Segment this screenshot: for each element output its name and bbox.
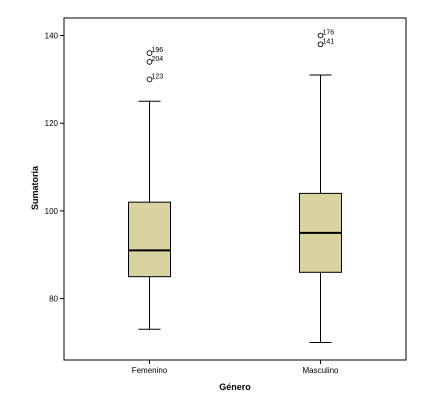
y-tick-label: 80 xyxy=(49,295,58,304)
x-tick-label: Masculino xyxy=(302,366,339,375)
outlier-label: 123 xyxy=(152,73,164,80)
outlier-point xyxy=(317,41,324,48)
y-axis: 80 100 120 140 xyxy=(45,32,64,304)
x-axis: Femenino Masculino xyxy=(132,360,339,375)
outlier-label: 196 xyxy=(152,47,164,54)
y-tick-label: 120 xyxy=(45,119,59,128)
y-tick-label: 100 xyxy=(45,207,59,216)
y-tick-label: 140 xyxy=(45,32,59,41)
outlier-label: 176 xyxy=(323,30,335,37)
iqr-box xyxy=(128,201,171,278)
box-group: 196 204 123 xyxy=(128,47,171,330)
outlier-point xyxy=(146,76,153,83)
outlier-label: 141 xyxy=(323,38,335,45)
plot-frame xyxy=(63,17,407,361)
outlier-point xyxy=(146,50,153,56)
outlier-point xyxy=(317,32,324,39)
outlier-point xyxy=(146,58,153,65)
y-axis-title: Sumatoria xyxy=(30,165,40,210)
x-tick-label: Femenino xyxy=(132,366,168,375)
x-axis-title: Género xyxy=(219,382,251,392)
outlier-label: 204 xyxy=(152,56,164,63)
